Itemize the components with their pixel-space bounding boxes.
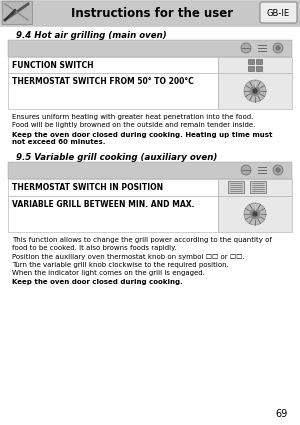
Bar — [2, 1, 32, 24]
Circle shape — [273, 43, 283, 53]
Bar — [218, 196, 292, 232]
Text: VARIABLE GRILL BETWEEN MIN. AND MAX.: VARIABLE GRILL BETWEEN MIN. AND MAX. — [12, 199, 194, 209]
Text: 9.4 Hot air grilling (main oven): 9.4 Hot air grilling (main oven) — [16, 31, 167, 40]
Bar — [248, 59, 254, 64]
Text: 9.5 Variable grill cooking (auxiliary oven): 9.5 Variable grill cooking (auxiliary ov… — [16, 153, 217, 162]
Circle shape — [241, 165, 251, 175]
Bar — [0, 0, 300, 26]
Circle shape — [253, 212, 257, 216]
FancyBboxPatch shape — [260, 2, 297, 23]
Bar — [248, 66, 254, 71]
Bar — [218, 73, 292, 109]
Circle shape — [241, 43, 251, 53]
Text: 69: 69 — [276, 409, 288, 419]
Text: This function allows to change the grill power according to the quantity of: This function allows to change the grill… — [12, 237, 272, 243]
Bar — [250, 181, 266, 193]
Text: Turn the variable grill knob clockwise to the required position.: Turn the variable grill knob clockwise t… — [12, 262, 229, 268]
Text: GB-IE: GB-IE — [266, 8, 289, 17]
Circle shape — [276, 168, 280, 172]
Bar — [8, 73, 218, 109]
Text: Food will be lightly browned on the outside and remain tender inside.: Food will be lightly browned on the outs… — [12, 122, 255, 128]
Circle shape — [250, 86, 260, 96]
Text: THERMOSTAT SWITCH FROM 50° TO 200°C: THERMOSTAT SWITCH FROM 50° TO 200°C — [12, 76, 194, 85]
Circle shape — [244, 203, 266, 225]
Text: Keep the oven door closed during cooking.: Keep the oven door closed during cooking… — [12, 279, 183, 285]
Bar — [8, 179, 218, 196]
Text: Ensures uniform heating with greater heat penetration into the food.: Ensures uniform heating with greater hea… — [12, 114, 253, 120]
Bar — [8, 162, 292, 179]
Circle shape — [276, 46, 280, 50]
Circle shape — [253, 89, 257, 93]
Circle shape — [250, 209, 260, 219]
Text: When the indicator light comes on the grill is engaged.: When the indicator light comes on the gr… — [12, 270, 205, 276]
Bar — [256, 59, 262, 64]
Circle shape — [273, 165, 283, 175]
Bar — [218, 57, 292, 73]
Bar — [8, 57, 218, 73]
Bar — [8, 196, 218, 232]
Text: Position the auxiliary oven thermostat knob on symbol ☐☐ or ☐☐.: Position the auxiliary oven thermostat k… — [12, 254, 244, 260]
Text: Keep the oven door closed during cooking. Heating up time must
not exceed 60 min: Keep the oven door closed during cooking… — [12, 132, 272, 145]
Text: food to be cooked. It also browns foods rapidly.: food to be cooked. It also browns foods … — [12, 245, 176, 251]
Text: FUNCTION SWITCH: FUNCTION SWITCH — [12, 60, 94, 70]
Text: Instructions for the user: Instructions for the user — [71, 6, 233, 20]
Text: THERMOSTAT SWITCH IN POSITION: THERMOSTAT SWITCH IN POSITION — [12, 182, 163, 192]
Bar — [256, 66, 262, 71]
Bar — [8, 40, 292, 57]
Circle shape — [244, 80, 266, 102]
Bar — [228, 181, 244, 193]
Bar — [218, 179, 292, 196]
